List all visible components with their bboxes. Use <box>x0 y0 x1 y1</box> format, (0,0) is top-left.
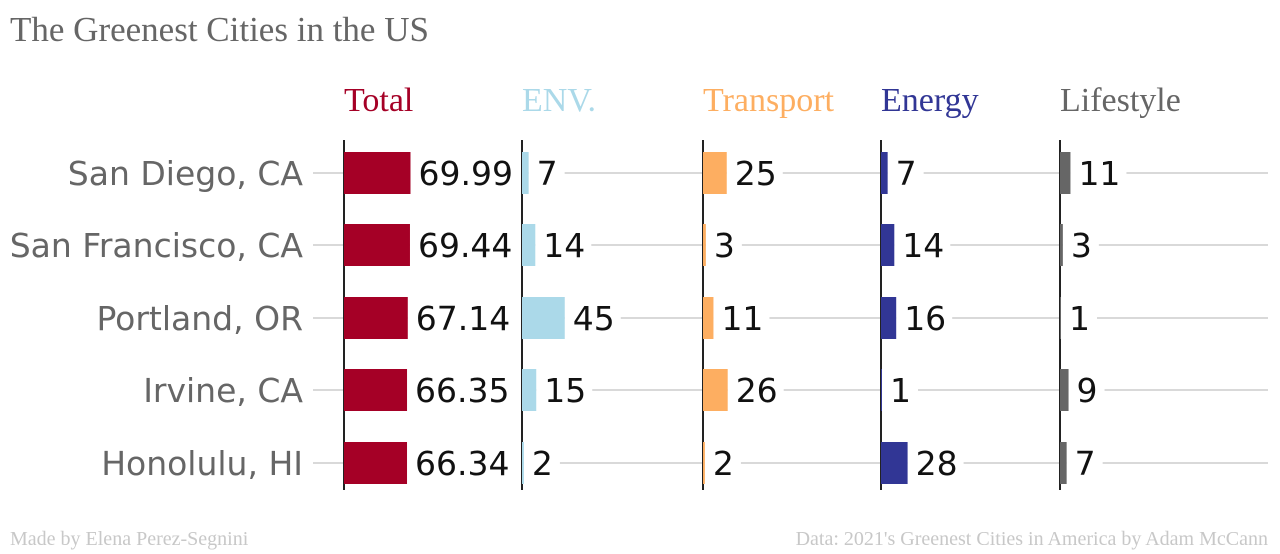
footer-source: Data: 2021's Greenest Cities in America … <box>795 528 1268 550</box>
value-label-lifestyle-san-francisco-ca: 3 <box>1071 226 1092 265</box>
bar-transport-honolulu-hi <box>703 442 705 484</box>
value-label-lifestyle-portland-or: 1 <box>1069 299 1090 338</box>
bar-energy-honolulu-hi <box>881 442 908 484</box>
bar-energy-san-diego-ca <box>881 152 888 194</box>
label-mask-transport-3 <box>713 298 770 338</box>
value-label-energy-san-diego-ca: 7 <box>896 154 917 193</box>
bar-lifestyle-honolulu-hi <box>1060 442 1067 484</box>
label-mask-total-3 <box>407 298 524 338</box>
bar-transport-portland-or <box>703 297 714 339</box>
bar-total-san-diego-ca <box>344 152 411 194</box>
value-label-transport-san-diego-ca: 25 <box>735 154 777 193</box>
value-label-env-honolulu-hi: 2 <box>532 444 553 483</box>
label-mask-total-5 <box>407 443 524 483</box>
value-label-energy-honolulu-hi: 28 <box>916 444 958 483</box>
bar-lifestyle-san-diego-ca <box>1060 152 1071 194</box>
value-label-total-portland-or: 67.14 <box>416 299 510 338</box>
footer-credit: Made by Elena Perez-Segnini <box>10 528 249 550</box>
bar-transport-san-diego-ca <box>703 152 727 194</box>
series-header-energy: Energy <box>881 82 979 119</box>
value-label-transport-irvine-ca: 26 <box>736 371 778 410</box>
series-header-env: ENV. <box>522 82 596 119</box>
bar-env-san-francisco-ca <box>522 224 536 266</box>
value-label-total-san-francisco-ca: 69.44 <box>418 226 512 265</box>
value-label-env-san-francisco-ca: 14 <box>543 226 585 265</box>
label-mask-env-4 <box>536 370 593 410</box>
bar-lifestyle-san-francisco-ca <box>1060 224 1063 266</box>
chart-title: The Greenest Cities in the US <box>10 10 429 49</box>
label-mask-lifestyle-5 <box>1066 443 1103 483</box>
value-label-env-irvine-ca: 15 <box>544 371 586 410</box>
label-mask-energy-3 <box>896 298 953 338</box>
category-label-san-francisco-ca: San Francisco, CA <box>10 226 304 265</box>
value-label-total-san-diego-ca: 69.99 <box>418 154 512 193</box>
bar-lifestyle-irvine-ca <box>1060 369 1069 411</box>
label-mask-transport-2 <box>705 225 742 265</box>
value-label-lifestyle-honolulu-hi: 7 <box>1075 444 1096 483</box>
bar-env-honolulu-hi <box>522 442 524 484</box>
bar-energy-san-francisco-ca <box>881 224 895 266</box>
category-label-honolulu-hi: Honolulu, HI <box>101 444 303 483</box>
value-label-lifestyle-san-diego-ca: 11 <box>1078 154 1120 193</box>
label-mask-energy-2 <box>894 225 951 265</box>
bar-total-san-francisco-ca <box>344 224 410 266</box>
series-header-lifestyle: Lifestyle <box>1060 82 1181 119</box>
label-mask-lifestyle-1 <box>1070 153 1127 193</box>
bar-energy-portland-or <box>881 297 897 339</box>
value-label-transport-san-francisco-ca: 3 <box>714 226 735 265</box>
label-mask-transport-4 <box>727 370 784 410</box>
label-mask-env-1 <box>528 153 565 193</box>
label-mask-energy-4 <box>882 370 918 410</box>
value-label-energy-portland-or: 16 <box>904 299 946 338</box>
value-label-total-irvine-ca: 66.35 <box>415 371 509 410</box>
value-label-env-portland-or: 45 <box>573 299 615 338</box>
label-mask-energy-5 <box>907 443 964 483</box>
label-mask-energy-1 <box>887 153 924 193</box>
category-label-san-diego-ca: San Diego, CA <box>68 154 304 193</box>
value-label-energy-san-francisco-ca: 14 <box>902 226 944 265</box>
value-label-env-san-diego-ca: 7 <box>537 154 558 193</box>
series-header-total: Total <box>344 82 413 119</box>
label-mask-transport-1 <box>726 153 783 193</box>
label-mask-lifestyle-4 <box>1068 370 1105 410</box>
value-label-energy-irvine-ca: 1 <box>890 371 911 410</box>
bar-env-irvine-ca <box>522 369 537 411</box>
bar-transport-san-francisco-ca <box>703 224 706 266</box>
bar-total-portland-or <box>344 297 408 339</box>
value-label-transport-portland-or: 11 <box>721 299 763 338</box>
bar-lifestyle-portland-or <box>1060 297 1061 339</box>
label-mask-lifestyle-2 <box>1062 225 1099 265</box>
label-mask-total-1 <box>410 153 527 193</box>
bar-env-san-diego-ca <box>522 152 529 194</box>
value-label-transport-honolulu-hi: 2 <box>713 444 734 483</box>
series-header-transport: Transport <box>703 82 835 119</box>
value-label-total-honolulu-hi: 66.34 <box>415 444 509 483</box>
label-mask-env-5 <box>523 443 560 483</box>
category-label-irvine-ca: Irvine, CA <box>143 371 303 410</box>
value-label-lifestyle-irvine-ca: 9 <box>1077 371 1098 410</box>
label-mask-total-2 <box>409 225 526 265</box>
bar-transport-irvine-ca <box>703 369 728 411</box>
label-mask-transport-5 <box>704 443 741 483</box>
category-label-portland-or: Portland, OR <box>96 299 303 338</box>
bar-total-honolulu-hi <box>344 442 408 484</box>
label-mask-total-4 <box>407 370 524 410</box>
bar-energy-irvine-ca <box>881 369 882 411</box>
bar-env-portland-or <box>522 297 565 339</box>
label-mask-env-3 <box>564 298 621 338</box>
label-mask-lifestyle-3 <box>1061 298 1097 338</box>
bar-total-irvine-ca <box>344 369 408 411</box>
label-mask-env-2 <box>535 225 592 265</box>
